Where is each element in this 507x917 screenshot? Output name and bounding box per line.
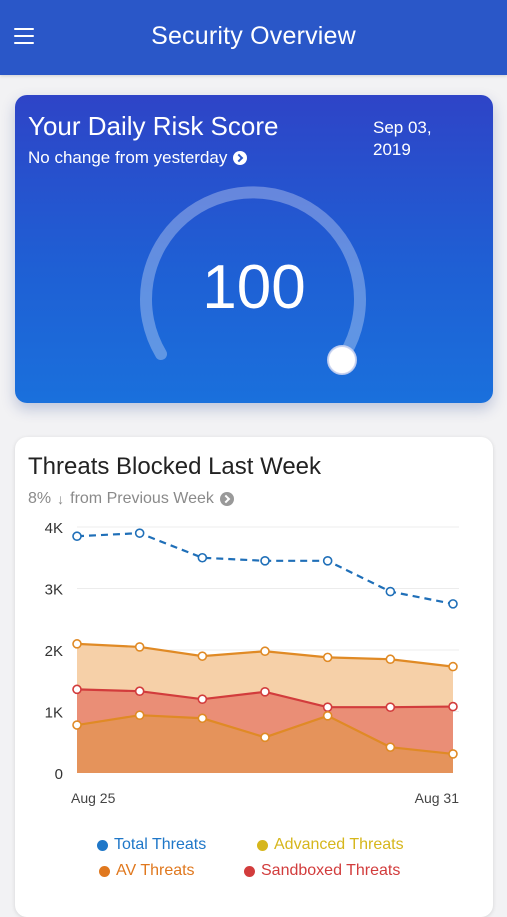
line-total-threats <box>76 532 454 605</box>
legend-sandboxed-threats[interactable]: Sandboxed Threats <box>244 862 400 880</box>
point-sandboxed-threats <box>448 701 458 712</box>
gauge-knob <box>327 345 357 375</box>
y-tick-label: 4K <box>45 520 63 537</box>
threats-title: Threats Blocked Last Week <box>28 453 322 480</box>
point-advanced-threats <box>72 639 82 649</box>
y-tick-label: 0 <box>55 766 63 783</box>
risk-date-line1: Sep 03, <box>373 118 432 137</box>
point-total-threats <box>197 552 208 563</box>
chevron-right-icon <box>219 492 234 506</box>
point-total-threats <box>322 556 333 566</box>
legend-label: AV Threats <box>116 862 195 879</box>
chart-legend: Total Threats Advanced Threats AV Threat… <box>15 836 493 896</box>
point-total-threats <box>385 586 396 597</box>
point-av-threats <box>448 749 458 759</box>
chevron-right-icon <box>233 151 248 165</box>
y-tick-label: 3K <box>45 582 63 599</box>
risk-date-line2: 2019 <box>373 140 411 159</box>
risk-change-link[interactable]: No change from yesterday <box>28 148 248 168</box>
threats-change-link[interactable]: 8% ↓ from Previous Week <box>28 490 234 508</box>
point-av-threats <box>385 742 396 752</box>
threats-change-percent: 8% <box>28 490 52 507</box>
point-sandboxed-threats <box>260 687 270 697</box>
y-tick-label: 1K <box>45 705 63 722</box>
risk-score-card[interactable]: Your Daily Risk Score No change from yes… <box>15 95 493 403</box>
app-bar: Security Overview <box>0 0 507 75</box>
threats-card[interactable]: Threats Blocked Last Week 8% ↓ from Prev… <box>15 437 493 917</box>
page-title: Security Overview <box>151 22 356 50</box>
point-av-threats <box>134 710 145 720</box>
x-tick-label: Aug 25 <box>71 790 116 806</box>
legend-dot <box>99 865 110 877</box>
risk-title: Your Daily Risk Score <box>28 111 279 141</box>
point-advanced-threats <box>134 642 145 652</box>
hamburger-menu-icon[interactable] <box>14 28 36 46</box>
legend-label: Sandboxed Threats <box>261 862 401 879</box>
y-tick-label: 2K <box>45 643 63 660</box>
point-sandboxed-threats <box>197 694 208 705</box>
risk-score-value: 100 <box>202 253 306 322</box>
point-sandboxed-threats <box>322 702 333 712</box>
threats-chart: 0 1K 2K 3K 4K Aug 25 Aug 31 <box>45 520 460 806</box>
risk-date: Sep 03, 2019 <box>373 117 463 161</box>
legend-advanced-threats[interactable]: Advanced Threats <box>257 836 404 854</box>
risk-gauge <box>140 186 366 375</box>
point-total-threats <box>448 599 458 609</box>
point-av-threats <box>260 732 270 743</box>
legend-total-threats[interactable]: Total Threats <box>97 836 206 854</box>
point-total-threats <box>134 528 145 538</box>
x-tick-label: Aug 31 <box>415 790 460 806</box>
point-advanced-threats <box>197 651 208 661</box>
threats-change-text: from Previous Week <box>70 490 214 507</box>
risk-change-text: No change from yesterday <box>28 148 228 167</box>
point-advanced-threats <box>322 652 333 663</box>
legend-dot <box>257 839 268 851</box>
legend-av-threats[interactable]: AV Threats <box>99 862 195 880</box>
legend-dot <box>97 839 108 851</box>
legend-label: Advanced Threats <box>274 836 404 853</box>
point-av-threats <box>197 713 208 724</box>
gauge-track <box>140 186 366 360</box>
legend-dot <box>244 865 255 877</box>
point-av-threats <box>322 711 333 721</box>
point-sandboxed-threats <box>72 684 82 695</box>
point-advanced-threats <box>448 661 458 672</box>
point-sandboxed-threats <box>385 702 396 712</box>
point-sandboxed-threats <box>134 686 145 697</box>
legend-label: Total Threats <box>114 836 207 853</box>
area-av-threats <box>77 715 453 773</box>
point-advanced-threats <box>385 654 396 665</box>
arrow-down-icon: ↓ <box>57 491 65 507</box>
point-total-threats <box>72 531 82 542</box>
point-av-threats <box>72 720 82 730</box>
point-total-threats <box>260 556 270 566</box>
point-advanced-threats <box>260 646 270 657</box>
